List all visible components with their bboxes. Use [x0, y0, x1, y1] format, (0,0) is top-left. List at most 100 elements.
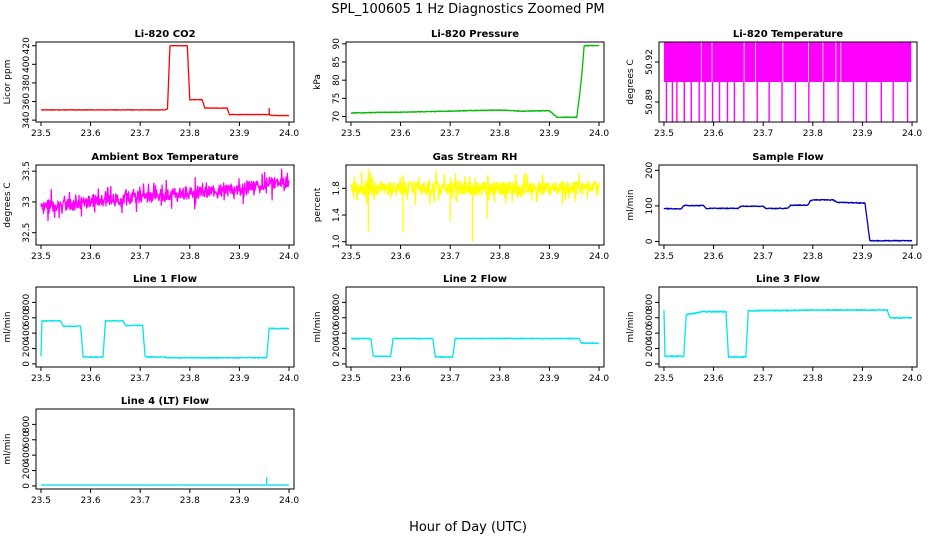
x-tick-label-sample_flow: 23.8: [803, 252, 823, 262]
y-tick-label-licor_temp: 50.92: [645, 49, 655, 75]
x-tick-label-line3: 23.8: [803, 374, 823, 384]
y-tick-label-line2: 400: [332, 324, 342, 341]
x-tick-label-line4: 23.9: [229, 496, 249, 506]
y-axis-label-pressure: kPa: [313, 74, 323, 90]
x-tick-label-line2: 23.6: [391, 374, 411, 384]
panel-title-pressure: Li-820 Pressure: [431, 29, 519, 40]
x-tick-label-licor_temp: 23.8: [803, 129, 823, 139]
y-tick-label-line3: 400: [645, 324, 655, 341]
x-tick-label-rh: 23.5: [341, 252, 361, 262]
plot-area-line3: [663, 308, 913, 359]
x-tick-label-box_temp: 23.9: [229, 252, 249, 262]
y-tick-label-pressure: 80: [332, 74, 342, 86]
x-tick-label-licor_temp: 23.9: [852, 129, 872, 139]
y-tick-label-licor_temp: 50.89: [645, 89, 655, 115]
x-tick-label-pressure: 23.7: [440, 129, 460, 139]
temperature-band: [663, 42, 913, 82]
x-tick-label-line1: 23.6: [81, 374, 101, 384]
series-line-line2: [350, 337, 600, 359]
panel-licor_temp: Li-820 Temperature degrees C 23.5 23.6 23.7 2…: [626, 29, 922, 139]
y-tick-label-line2: 800: [332, 294, 342, 311]
panel-co2: Li-820 CO2 Licor ppm 23.5 23.6 23.7 23.8 23.9 2…: [3, 29, 299, 139]
y-tick-label-sample_flow: 200: [645, 161, 655, 178]
panel-title-sample_flow: Sample Flow: [752, 152, 824, 163]
x-tick-label-line4: 23.6: [81, 496, 101, 506]
panel-line4: Line 4 (LT) Flow ml/min 23.5 23.6 23.7 23.8 23…: [3, 396, 299, 506]
x-tick-label-line2: 24.0: [589, 374, 609, 384]
y-axis-label-line3: ml/min: [626, 311, 636, 342]
x-tick-label-co2: 23.9: [229, 129, 249, 139]
x-tick-label-rh: 23.9: [539, 252, 559, 262]
y-axis-label-rh: percent: [313, 187, 323, 222]
x-tick-label-box_temp: 23.7: [130, 252, 150, 262]
plot-frame-line1: [35, 286, 295, 368]
plot-area-co2: [40, 44, 290, 117]
plot-frame-co2: [35, 41, 295, 123]
plot-frame-rh: [345, 164, 605, 246]
y-tick-label-line4: 400: [22, 446, 32, 463]
x-tick-label-line4: 24.0: [279, 496, 299, 506]
plot-frame-licor_temp: [658, 41, 918, 123]
x-tick-label-line4: 23.8: [180, 496, 200, 506]
x-tick-label-line2: 23.9: [539, 374, 559, 384]
series-line-pressure: [350, 44, 600, 119]
y-tick-label-co2: 380: [22, 74, 32, 91]
plot-frame-pressure: [345, 41, 605, 123]
y-tick-label-line1: 600: [22, 309, 32, 326]
y-tick-label-line2: 200: [332, 340, 342, 357]
x-tick-label-sample_flow: 23.5: [654, 252, 674, 262]
x-tick-label-sample_flow: 23.9: [852, 252, 872, 262]
panel-rh: Gas Stream RH percent 23.5 23.6 23.7 23.8 23.9…: [313, 152, 609, 262]
panel-line1: Line 1 Flow ml/min 23.5 23.6 23.7 23.8 23.9 24.…: [3, 274, 299, 384]
x-tick-label-box_temp: 23.8: [180, 252, 200, 262]
y-tick-label-line4: 800: [22, 416, 32, 433]
x-tick-label-line1: 23.9: [229, 374, 249, 384]
panel-line3: Line 3 Flow ml/min 23.5 23.6 23.7 23.8 23.9 24.…: [626, 274, 922, 384]
x-tick-label-pressure: 24.0: [589, 129, 609, 139]
x-tick-label-sample_flow: 23.6: [704, 252, 724, 262]
figure-title: SPL_100605 1 Hz Diagnostics Zoomed PM: [331, 2, 604, 17]
x-tick-label-line2: 23.5: [341, 374, 361, 384]
y-tick-label-sample_flow: 0: [645, 238, 655, 244]
plot-area-rh: [350, 168, 600, 242]
x-tick-label-pressure: 23.9: [539, 129, 559, 139]
x-tick-label-line2: 23.7: [440, 374, 460, 384]
plot-frame-box_temp: [35, 164, 295, 246]
x-tick-label-licor_temp: 23.5: [654, 129, 674, 139]
x-tick-label-line3: 24.0: [902, 374, 922, 384]
x-tick-label-licor_temp: 23.7: [753, 129, 773, 139]
y-tick-label-rh: 1.4: [332, 208, 342, 223]
y-tick-label-line1: 0: [22, 361, 32, 367]
plot-area-sample_flow: [663, 198, 913, 242]
x-tick-label-rh: 23.8: [490, 252, 510, 262]
panel-sample_flow: Sample Flow ml/min 23.5 23.6 23.7 23.8 23.9 24.…: [626, 152, 922, 262]
x-tick-label-line3: 23.5: [654, 374, 674, 384]
y-tick-label-pressure: 70: [332, 111, 342, 123]
y-axis-label-line1: ml/min: [3, 311, 13, 342]
y-axis-label-line2: ml/min: [313, 311, 323, 342]
y-axis-label-box_temp: degrees C: [3, 182, 13, 227]
plot-area-licor_temp: [663, 42, 913, 122]
series-line-box_temp: [40, 168, 290, 222]
x-tick-label-co2: 23.7: [130, 129, 150, 139]
panel-title-line1: Line 1 Flow: [133, 274, 197, 285]
y-tick-label-line4: 600: [22, 431, 32, 448]
panel-title-box_temp: Ambient Box Temperature: [91, 152, 238, 163]
x-tick-label-sample_flow: 24.0: [902, 252, 922, 262]
y-tick-label-co2: 360: [22, 93, 32, 110]
panel-title-co2: Li-820 CO2: [134, 29, 195, 40]
panel-title-licor_temp: Li-820 Temperature: [733, 29, 843, 40]
y-tick-label-line3: 200: [645, 340, 655, 357]
y-tick-label-line2: 0: [332, 361, 342, 367]
panel-title-line2: Line 2 Flow: [443, 274, 507, 285]
x-tick-label-rh: 24.0: [589, 252, 609, 262]
panel-title-line4: Line 4 (LT) Flow: [121, 396, 209, 407]
x-tick-label-line3: 23.6: [704, 374, 724, 384]
y-tick-label-box_temp: 33.5: [22, 161, 32, 181]
y-tick-label-pressure: 90: [332, 38, 342, 50]
x-tick-label-co2: 23.5: [31, 129, 51, 139]
panel-line2: Line 2 Flow ml/min 23.5 23.6 23.7 23.8 23.9 24.…: [313, 274, 609, 384]
series-line-co2: [40, 44, 290, 117]
plot-area-pressure: [350, 44, 600, 119]
